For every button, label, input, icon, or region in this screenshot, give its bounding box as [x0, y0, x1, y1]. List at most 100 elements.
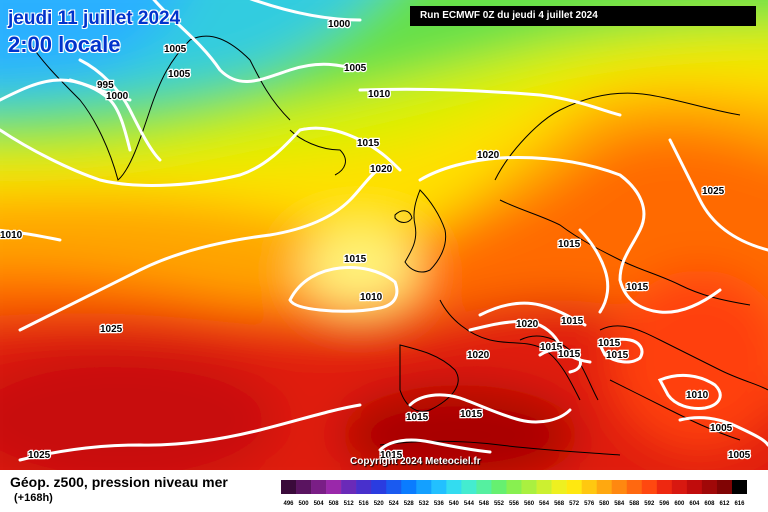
isobar-label: 1020 [477, 150, 500, 161]
legend-tick-label: 504 [314, 501, 325, 507]
legend-tick-label: 560 [524, 501, 535, 507]
legend-swatch [581, 480, 597, 494]
forecast-hours: (+168h) [14, 492, 53, 504]
legend-tick-label: 536 [434, 501, 445, 507]
legend-tick-label: 512 [344, 501, 355, 507]
legend-tick-label: 580 [599, 501, 610, 507]
color-field [0, 0, 768, 470]
legend-swatch [281, 480, 297, 494]
legend-swatch [296, 480, 312, 494]
isobar-label: 1010 [368, 89, 391, 100]
legend-tick-label: 588 [629, 501, 640, 507]
isobar-label: 1020 [370, 164, 393, 175]
geopotential-map: 1000 1005 1005 995 1000 1005 1010 1015 1… [0, 0, 768, 470]
copyright-text: Copyright 2024 Meteociel.fr [350, 456, 481, 467]
isobar-label: 1005 [710, 423, 733, 434]
legend-tick-label: 556 [509, 501, 520, 507]
isobar-label: 1015 [598, 338, 621, 349]
isobar-label: 1025 [702, 186, 725, 197]
legend-swatch [626, 480, 643, 494]
legend-tick-label: 528 [404, 501, 415, 507]
legend-swatch [641, 480, 658, 494]
color-legend: 496 500 504 508 512 516 520 524 528 532 536 540 544 5… [281, 480, 747, 507]
legend-tick-label: 496 [284, 501, 295, 507]
legend-tick-label: 532 [419, 501, 430, 507]
isobar-label: 1015 [540, 342, 563, 353]
legend-swatch [326, 480, 342, 494]
footer-bar: Géop. z500, pression niveau mer (+168h) [0, 470, 768, 512]
isobar-label: 1015 [460, 409, 483, 420]
isobar-label: 1015 [558, 349, 581, 360]
legend-tick-label: 576 [584, 501, 595, 507]
legend-tick-label: 520 [374, 501, 385, 507]
legend-tick-label: 604 [689, 501, 700, 507]
legend-swatch [461, 480, 477, 494]
isobar-label: 1015 [380, 450, 403, 461]
legend-tick-label: 600 [674, 501, 685, 507]
legend-swatch [611, 480, 628, 494]
legend-tick-label: 616 [734, 501, 745, 507]
isobar-label: 1015 [626, 282, 649, 293]
legend-swatch [566, 480, 582, 494]
coastlines [27, 35, 768, 456]
legend-swatch [551, 480, 567, 494]
legend-tick-label: 500 [299, 501, 310, 507]
legend-swatch [311, 480, 327, 494]
isobar-label: 1015 [344, 254, 367, 265]
legend-tick-label: 508 [329, 501, 340, 507]
isobar-label: 1015 [558, 239, 581, 250]
forecast-time: 2:00 locale [8, 32, 121, 57]
isobar-label: 1010 [686, 390, 709, 401]
legend-swatch [716, 480, 733, 494]
legend-tick-label: 516 [359, 501, 370, 507]
legend-tick-label: 568 [554, 501, 565, 507]
legend-tick-label: 596 [659, 501, 670, 507]
isobar-label: 1005 [164, 44, 187, 55]
isobar-label: 1005 [168, 69, 191, 80]
legend-swatch [446, 480, 462, 494]
legend-swatch [416, 480, 432, 494]
isobar-label: 1005 [728, 450, 751, 461]
isobar-label: 995 [97, 80, 114, 91]
isobar-label: 1015 [406, 412, 429, 423]
legend-swatch [491, 480, 507, 494]
legend-tick-label: 540 [449, 501, 460, 507]
legend-tick-label: 608 [704, 501, 715, 507]
legend-tick-label: 524 [389, 501, 400, 507]
legend-tick-label: 544 [464, 501, 475, 507]
isobar-label: 1020 [516, 319, 539, 330]
isobar-label: 1020 [467, 350, 490, 361]
forecast-date: jeudi 11 juillet 2024 [8, 8, 181, 29]
legend-swatch [686, 480, 703, 494]
legend-swatch [371, 480, 387, 494]
isobar-label: 1015 [561, 316, 584, 327]
legend-tick-label: 612 [719, 501, 730, 507]
legend-swatch [356, 480, 372, 494]
legend-swatch [536, 480, 552, 494]
isobar-label: 1000 [328, 19, 351, 30]
legend-swatch [506, 480, 522, 494]
isobar-label: 1010 [360, 292, 383, 303]
legend-swatch [671, 480, 688, 494]
isobar-label: 1010 [0, 230, 23, 241]
legend-swatch [476, 480, 492, 494]
map-caption: Géop. z500, pression niveau mer [10, 474, 228, 490]
isobar-label: 1025 [28, 450, 51, 461]
legend-swatch [401, 480, 417, 494]
legend-swatch [431, 480, 447, 494]
model-run-banner: Run ECMWF 0Z du jeudi 4 juillet 2024 [410, 6, 756, 26]
legend-swatch [341, 480, 357, 494]
legend-swatch [521, 480, 537, 494]
isobar-label: 1025 [100, 324, 123, 335]
isobar-label: 1000 [106, 91, 129, 102]
isobars [0, 0, 768, 460]
legend-swatch [701, 480, 718, 494]
isobar-labels: 1000 1005 1005 995 1000 1005 1010 1015 1… [0, 18, 752, 463]
legend-swatch [596, 480, 613, 494]
isobar-label: 1015 [606, 350, 629, 361]
legend-tick-label: 584 [614, 501, 625, 507]
isobar-label: 1005 [344, 63, 367, 74]
legend-tick-label: 564 [539, 501, 550, 507]
legend-swatch [386, 480, 402, 494]
